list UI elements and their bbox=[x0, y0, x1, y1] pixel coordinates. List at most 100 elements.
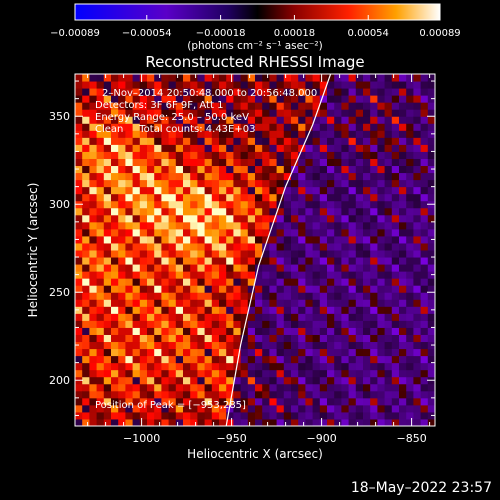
heatmap-cell bbox=[255, 404, 263, 413]
heatmap-cell bbox=[118, 306, 126, 314]
heatmap-cell bbox=[377, 264, 386, 272]
heatmap-cell bbox=[291, 278, 299, 286]
heatmap-cell bbox=[276, 137, 285, 145]
heatmap-cell bbox=[82, 165, 90, 174]
heatmap-cell bbox=[370, 137, 378, 145]
heatmap-cell bbox=[283, 81, 292, 89]
heatmap-cell bbox=[233, 341, 242, 350]
heatmap-cell bbox=[269, 390, 278, 399]
heatmap-cell bbox=[262, 327, 270, 335]
heatmap-cell bbox=[211, 355, 220, 364]
heatmap-cell bbox=[391, 376, 400, 385]
heatmap-cell bbox=[211, 397, 220, 406]
heatmap-cell bbox=[204, 228, 213, 237]
heatmap-cell bbox=[219, 383, 227, 392]
heatmap-cell bbox=[406, 158, 414, 167]
heatmap-cell bbox=[204, 151, 213, 159]
colorbar-tick-label: −0.00018 bbox=[196, 28, 246, 39]
heatmap-cell bbox=[355, 285, 364, 293]
heatmap-cell bbox=[255, 200, 263, 209]
heatmap-cell bbox=[262, 130, 270, 138]
heatmap-cell bbox=[269, 376, 278, 385]
heatmap-cell bbox=[406, 88, 414, 96]
heatmap-cell bbox=[111, 200, 119, 209]
heatmap-cell bbox=[384, 362, 393, 371]
heatmap-cell bbox=[355, 334, 364, 343]
heatmap-cell bbox=[154, 88, 162, 96]
heatmap-cell bbox=[247, 271, 256, 279]
heatmap-cell bbox=[363, 299, 371, 307]
heatmap-cell bbox=[255, 95, 263, 103]
heatmap-cell bbox=[427, 88, 435, 96]
heatmap-cell bbox=[175, 81, 184, 89]
heatmap-cell bbox=[341, 74, 350, 82]
heatmap-cell bbox=[103, 411, 112, 420]
heatmap-cell bbox=[111, 299, 119, 307]
heatmap-cell bbox=[298, 264, 306, 272]
heatmap-cell bbox=[406, 327, 414, 335]
heatmap-cell bbox=[370, 355, 378, 364]
heatmap-cell bbox=[291, 355, 299, 364]
heatmap-cell bbox=[147, 137, 155, 145]
heatmap-cell bbox=[154, 341, 162, 350]
heatmap-cell bbox=[197, 151, 206, 159]
heatmap-cell bbox=[384, 299, 393, 307]
heatmap-cell bbox=[139, 355, 148, 364]
heatmap-cell bbox=[334, 355, 342, 364]
heatmap-cell bbox=[377, 334, 386, 343]
heatmap-cell bbox=[298, 207, 306, 216]
heatmap-cell bbox=[111, 334, 119, 343]
heatmap-cell bbox=[103, 418, 112, 426]
heatmap-cell bbox=[291, 341, 299, 350]
heatmap-cell bbox=[175, 151, 184, 159]
heatmap-cell bbox=[427, 102, 435, 110]
heatmap-cell bbox=[75, 158, 83, 167]
heatmap-cell bbox=[240, 369, 249, 378]
heatmap-cell bbox=[413, 397, 422, 406]
heatmap-cell bbox=[139, 341, 148, 350]
heatmap-cell bbox=[355, 278, 364, 286]
heatmap-cell bbox=[363, 362, 371, 371]
heatmap-cell bbox=[204, 404, 213, 413]
heatmap-cell bbox=[305, 418, 314, 426]
heatmap-cell bbox=[370, 376, 378, 385]
heatmap-cell bbox=[168, 235, 177, 244]
heatmap-cell bbox=[384, 88, 393, 96]
heatmap-cell bbox=[399, 221, 407, 230]
heatmap-cell bbox=[406, 144, 414, 152]
heatmap-cell bbox=[399, 214, 407, 223]
heatmap-cell bbox=[283, 313, 292, 321]
heatmap-cell bbox=[219, 214, 227, 223]
heatmap-cell bbox=[298, 383, 306, 392]
heatmap-cell bbox=[283, 221, 292, 230]
heatmap-cell bbox=[262, 299, 270, 307]
y-axis-label: Heliocentric Y (arcsec) bbox=[26, 183, 40, 318]
heatmap-cell bbox=[139, 151, 148, 159]
heatmap-cell bbox=[118, 404, 126, 413]
heatmap-cell bbox=[139, 306, 148, 314]
colorbar-tick-label: −0.00089 bbox=[50, 28, 100, 39]
heatmap-cell bbox=[154, 214, 162, 223]
heatmap-cell bbox=[255, 257, 263, 265]
y-tick-label: 300 bbox=[49, 198, 70, 211]
heatmap-cell bbox=[255, 341, 263, 350]
heatmap-cell bbox=[370, 228, 378, 237]
heatmap-cell bbox=[312, 306, 321, 314]
heatmap-cell bbox=[103, 165, 112, 174]
heatmap-cell bbox=[111, 186, 119, 195]
heatmap-cell bbox=[219, 404, 227, 413]
heatmap-cell bbox=[276, 306, 285, 314]
heatmap-cell bbox=[96, 74, 105, 82]
heatmap-cell bbox=[175, 418, 184, 426]
heatmap-cell bbox=[269, 411, 278, 420]
heatmap-cell bbox=[298, 355, 306, 364]
heatmap-cell bbox=[399, 362, 407, 371]
heatmap-cell bbox=[283, 207, 292, 216]
heatmap-cell bbox=[391, 250, 400, 258]
heatmap-cell bbox=[384, 355, 393, 364]
heatmap-cell bbox=[406, 313, 414, 321]
heatmap-cell bbox=[334, 158, 342, 167]
heatmap-cell bbox=[283, 95, 292, 103]
heatmap-cell bbox=[391, 214, 400, 223]
heatmap-cell bbox=[305, 116, 314, 124]
